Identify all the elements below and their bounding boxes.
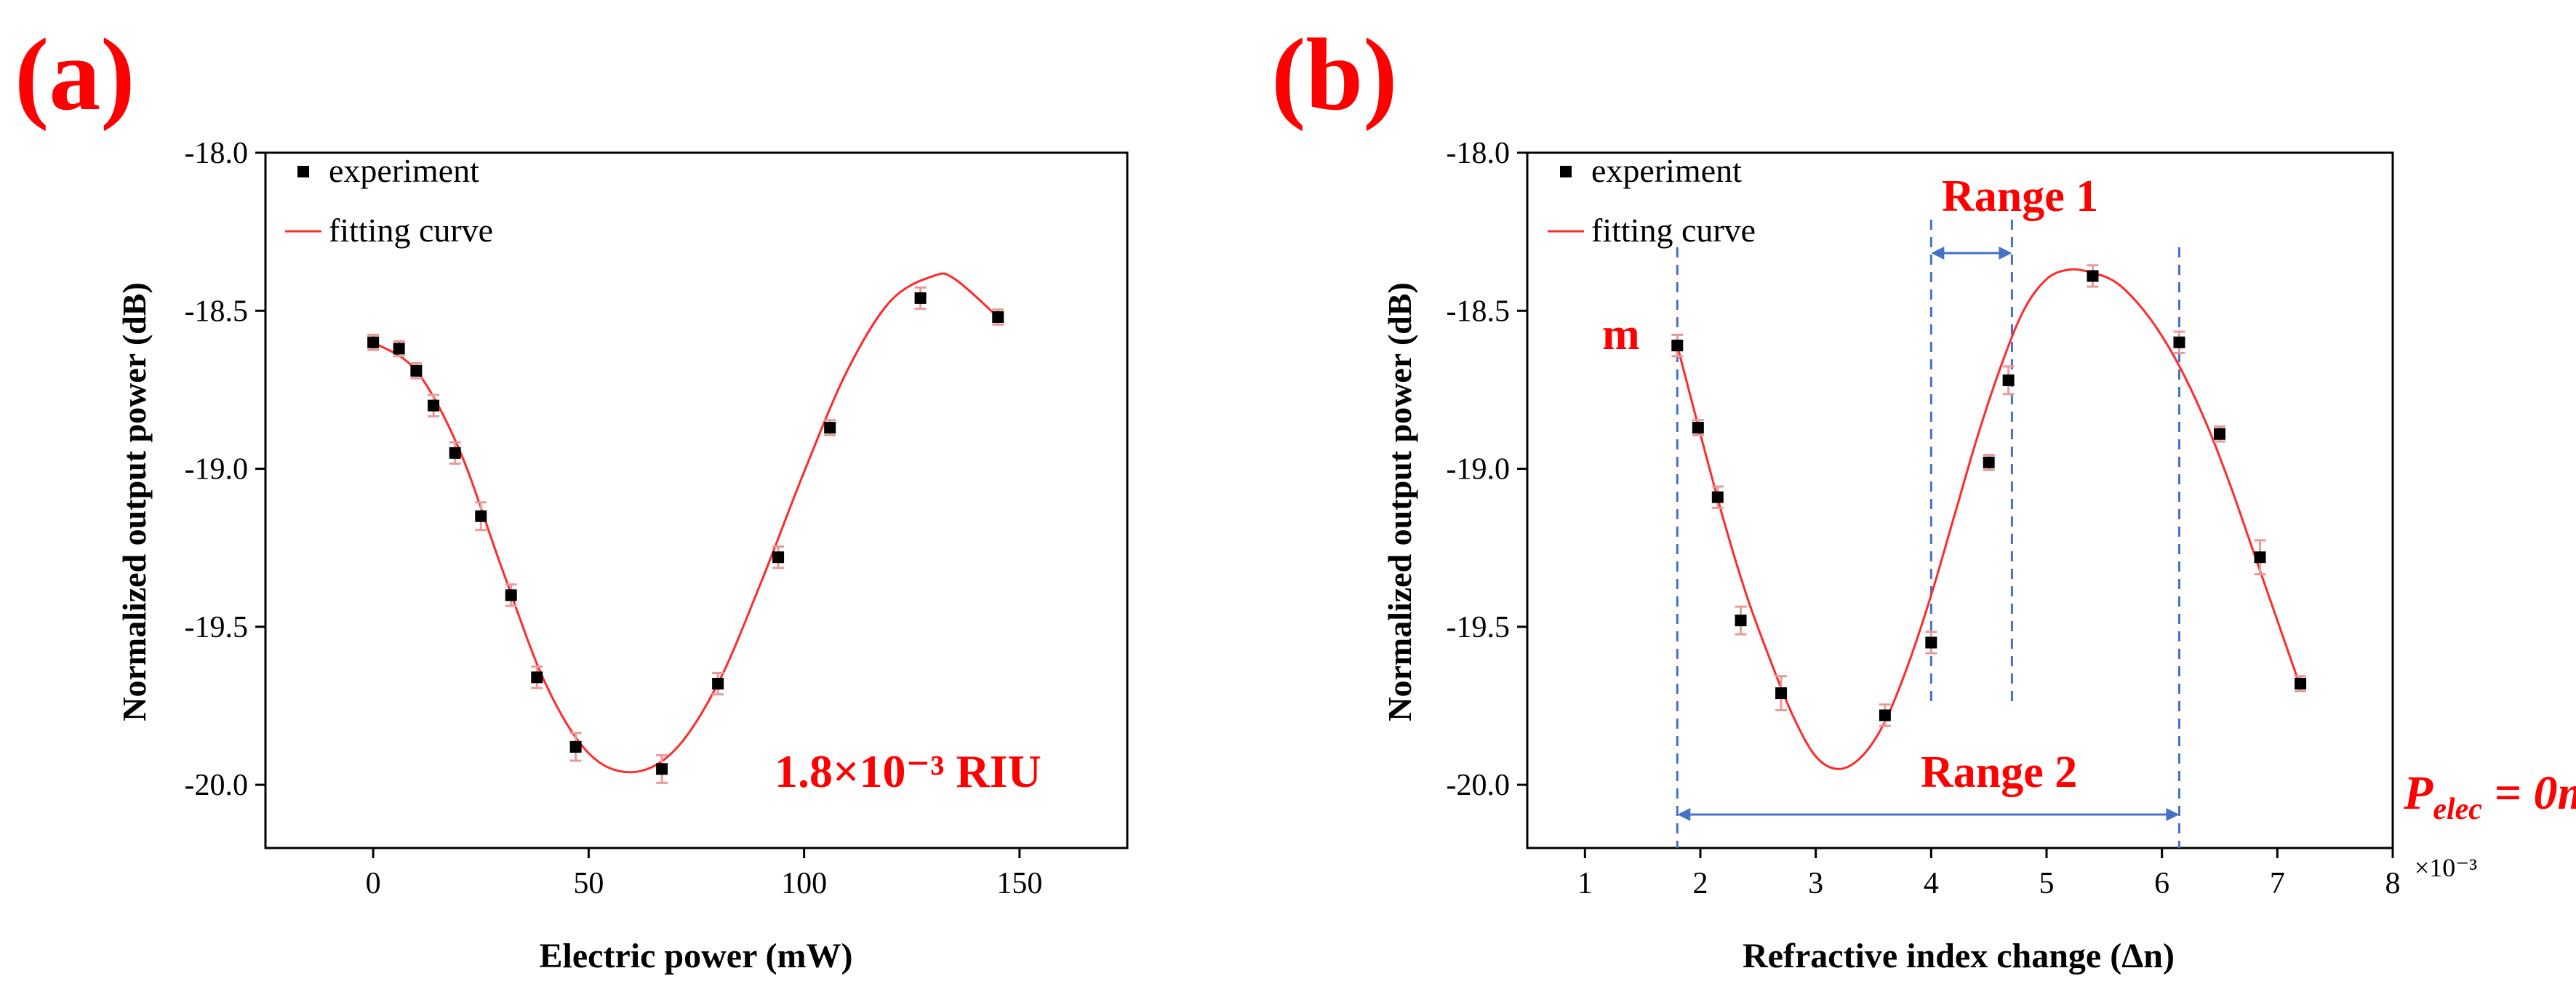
x-tick-label-b: 1 [1577,867,1593,900]
annotation-riu: 1.8×10⁻³ RIU [775,745,1041,797]
axes-b: 1 2 3 4 5 6 7 8 -18.0 -18.5 -19.0 -19.5 -20.0 [1447,137,2401,900]
legend-label-fitting-b: fitting curve [1591,212,1756,249]
data-point-a [712,678,724,690]
data-point-a [449,447,461,459]
legend-b: experiment fitting curve [1548,152,1756,249]
data-point-b [2173,336,2185,348]
legend-label-experiment-b: experiment [1591,152,1742,189]
data-point-a [772,551,785,564]
data-point-a [475,510,487,522]
x-tick-label-a: 50 [573,867,604,900]
data-point-b [1879,709,1891,721]
data-point-a [656,763,668,775]
y-axis-label-a: Normalized output power (dB) [116,282,153,721]
x-axis-label-b: Refractive index change (Δn) [1743,937,2175,975]
x-tick-label-a: 150 [996,867,1042,900]
y-tick-label-a: -18.5 [185,295,249,328]
legend-marker-experiment-b [1560,166,1572,177]
y-tick-label-a: -20.0 [185,769,249,802]
data-point-a [824,422,836,434]
x-tick-label-a: 100 [781,867,827,900]
range-2-arrow-head-left [1677,808,1691,821]
legend-label-fitting-a: fitting curve [329,212,493,249]
panel-a: (a) 0 50 100 150 -18.0 -18.5 -19.0 -19.5 -20.0 e… [15,17,1129,975]
fitting-curve-path-a [372,272,999,774]
panel-label-a: (a) [15,17,135,132]
data-point-b [2295,678,2307,690]
data-point-a [393,343,405,355]
data-point-b [1711,491,1724,503]
y-axis-label-b: Normalized output power (dB) [1381,282,1418,721]
experiment-points-b [1671,264,2307,727]
range-1-arrow-head-left [1931,247,1945,260]
range-markers [1676,220,2180,848]
axes-a: 0 50 100 150 -18.0 -18.5 -19.0 -19.5 -20.0 [185,137,1043,900]
data-point-b [2254,551,2266,564]
legend-marker-experiment-a [297,166,309,177]
data-point-b [1692,422,1704,434]
y-tick-label-b: -18.0 [1447,137,1511,170]
data-point-b [2002,374,2015,386]
range-1-arrow-head-right [1999,247,2012,260]
x-tick-label-b: 2 [1693,867,1708,900]
range-1-label: Range 1 [1942,172,2098,221]
data-point-a [569,740,582,753]
x-tick-label-b: 3 [1808,867,1823,900]
data-point-a [531,671,543,684]
y-tick-label-a: -18.0 [185,137,249,170]
x-tick-label-b: 7 [2270,867,2285,900]
data-point-b [1775,687,1788,700]
data-point-b [1983,456,1995,468]
x-axis-label-a: Electric power (mW) [540,937,853,975]
annotation-p-elec: Pelec = 0mW [2403,767,2576,826]
data-point-a [914,292,927,304]
plot-frame-a [264,151,1129,849]
panel-label-b: (b) [1271,17,1398,132]
data-point-b [2214,428,2225,440]
data-point-a [428,399,440,412]
data-point-a [367,336,380,348]
y-tick-label-b: -19.5 [1447,611,1511,644]
data-point-a [505,589,517,601]
data-point-b [1925,636,1937,649]
x-tick-label-b: 8 [2385,867,2401,900]
x-axis-multiplier: ×10⁻³ [2415,853,2477,882]
y-tick-label-b: -20.0 [1447,769,1511,802]
x-tick-label-a: 0 [366,867,381,900]
data-point-a [992,311,1004,323]
experiment-points-a [367,286,1004,784]
data-point-a [410,364,423,377]
fitting-curve-b [1676,268,2302,770]
data-point-b [2087,270,2099,282]
plot-frame-b [1526,151,2394,849]
legend-a: experiment fitting curve [285,152,493,249]
panel-b: (b) 1 2 3 4 5 6 7 8 -18.0 -18.5 -19.0 -19.5 -20.0 ex… [1271,17,2576,975]
y-tick-label-a: -19.5 [185,611,249,644]
x-tick-label-b: 6 [2154,867,2169,900]
data-point-b [1735,615,1747,627]
x-tick-label-b: 4 [1924,867,1939,900]
fitting-curve-a [372,272,999,774]
fitting-curve-path-b [1676,268,2302,770]
data-point-b [1671,340,1684,352]
range-2-label: Range 2 [1921,748,2077,797]
m-label: m [1602,310,1640,359]
legend-label-experiment-a: experiment [329,152,479,189]
x-tick-label-b: 5 [2039,867,2055,900]
y-tick-label-b: -18.5 [1447,295,1511,328]
range-2-arrow-head-right [2166,808,2180,821]
y-tick-label-a: -19.0 [185,453,249,487]
y-tick-label-b: -19.0 [1447,453,1511,487]
